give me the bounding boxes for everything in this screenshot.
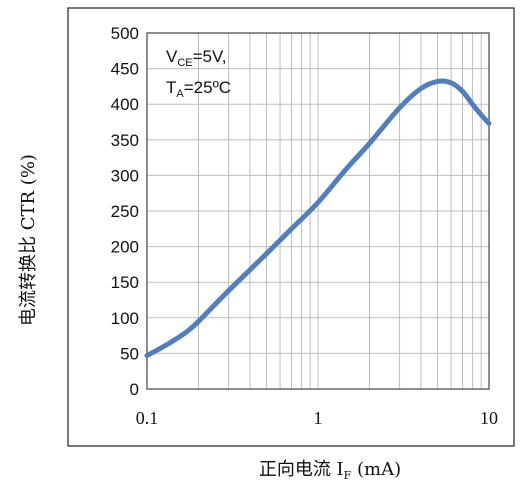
annotation-vce: VCE=5V, <box>166 47 227 69</box>
x-tick-labels: 0.1 1 10 <box>136 408 498 428</box>
y-tick-label: 400 <box>111 95 139 114</box>
y-tick-label: 300 <box>111 166 139 185</box>
y-tick-label: 250 <box>111 202 139 221</box>
y-tick-label: 50 <box>120 344 139 363</box>
y-tick-label: 150 <box>111 273 139 292</box>
y-tick-labels: 0 50 100 150 200 250 300 350 400 450 500 <box>111 24 139 399</box>
y-tick-label: 0 <box>130 380 139 399</box>
series-line-ctr <box>144 78 492 358</box>
x-axis-label: 正向电流 IF (mA) <box>259 459 401 482</box>
y-tick-label: 100 <box>111 309 139 328</box>
y-tick-label: 200 <box>111 238 139 257</box>
x-tick-label: 1 <box>314 408 323 428</box>
plot-area-border <box>146 32 490 390</box>
y-tick-label: 350 <box>111 131 139 150</box>
y-tick-label: 500 <box>111 24 139 43</box>
y-axis-label: 电流转换比 CTR (%) <box>18 154 39 326</box>
x-tick-label: 10 <box>480 408 498 428</box>
figure-frame <box>67 7 515 447</box>
annotation-ta: TA=25ºC <box>166 78 231 100</box>
x-tick-label: 0.1 <box>136 408 159 428</box>
y-tick-label: 450 <box>111 60 139 79</box>
